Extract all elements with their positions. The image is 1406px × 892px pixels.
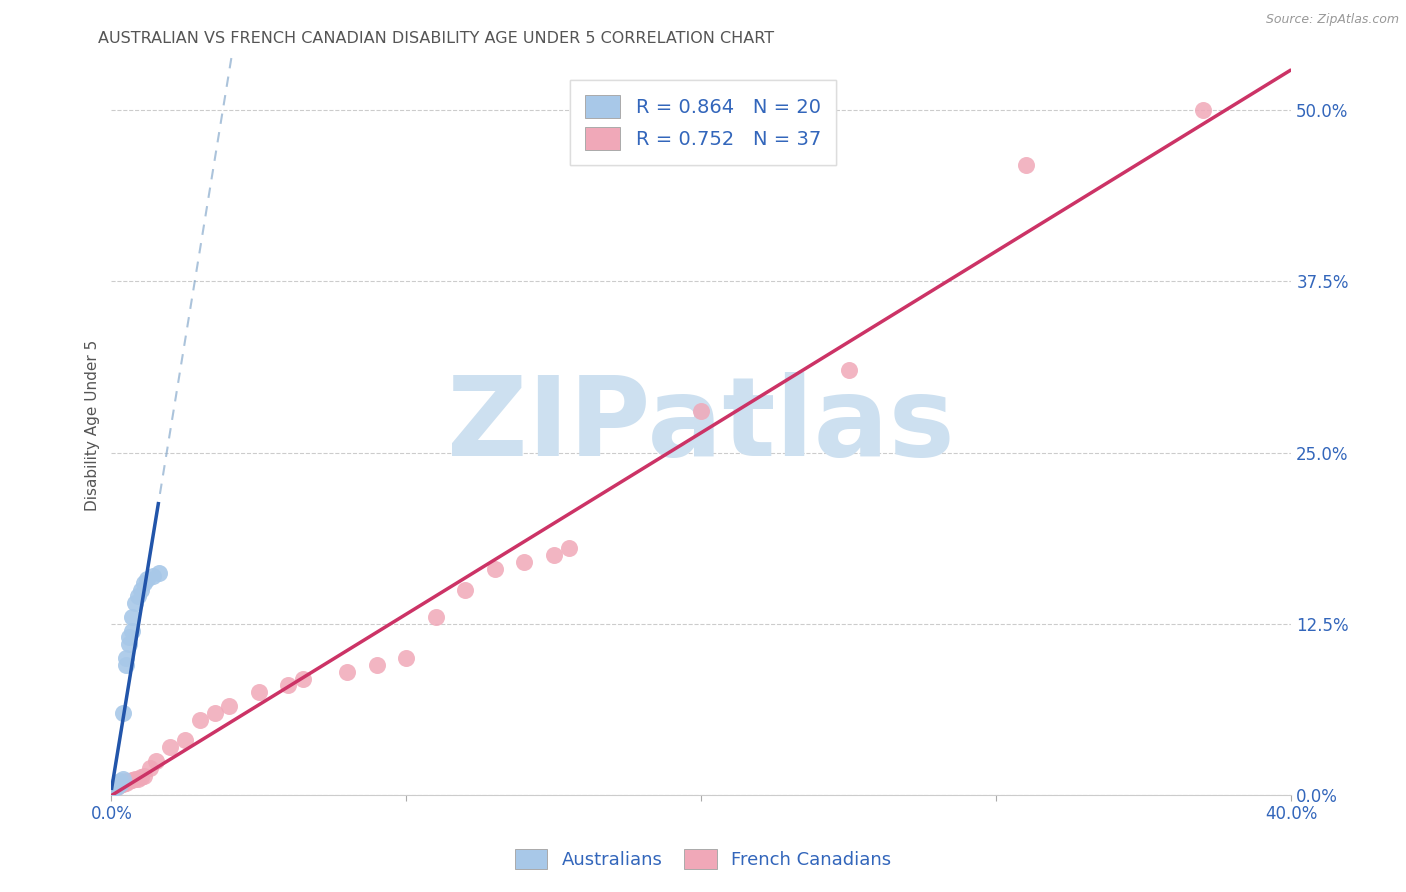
Point [118,637,141,651]
Point [277,678,299,692]
Point [103,781,125,796]
Point [115,774,138,789]
Point [557,541,579,556]
Point [115,651,138,665]
Point [159,740,181,755]
Point [543,549,565,563]
Text: AUSTRALIAN VS FRENCH CANADIAN DISABILITY AGE UNDER 5 CORRELATION CHART: AUSTRALIAN VS FRENCH CANADIAN DISABILITY… [98,31,775,46]
Point [112,777,135,791]
Point [454,582,477,597]
Point [1015,158,1038,172]
Point [121,772,143,787]
Point [132,575,155,590]
Point [145,754,167,768]
Point [112,776,135,790]
Point [118,774,141,789]
Point [105,780,128,794]
Point [129,582,152,597]
Point [336,665,359,679]
Point [292,672,315,686]
Point [1192,103,1215,117]
Point [110,777,132,791]
Point [690,404,713,418]
Point [121,610,143,624]
Point [139,761,162,775]
Point [105,780,128,794]
Legend: Australians, French Canadians: Australians, French Canadians [506,839,900,879]
Text: ZIPatlas: ZIPatlas [447,372,955,479]
Point [121,624,143,638]
Point [115,776,138,790]
Point [103,781,125,796]
Point [112,772,135,786]
Point [127,772,149,786]
Text: Source: ZipAtlas.com: Source: ZipAtlas.com [1265,13,1399,27]
Point [513,555,536,569]
Point [127,590,149,604]
Point [395,651,418,665]
Point [366,657,388,672]
Point [247,685,270,699]
Point [148,566,170,580]
Point [129,770,152,784]
Point [132,769,155,783]
Point [112,706,135,720]
Point [110,779,132,793]
Point [188,713,211,727]
Legend: R = 0.864   N = 20, R = 0.752   N = 37: R = 0.864 N = 20, R = 0.752 N = 37 [569,79,837,165]
Point [115,657,138,672]
Point [204,706,226,720]
Point [110,774,132,789]
Point [838,363,860,377]
Point [135,572,157,586]
Point [142,569,165,583]
Point [105,779,128,793]
Point [124,772,146,786]
Point [124,596,146,610]
Point [425,610,447,624]
Point [218,698,240,713]
Y-axis label: Disability Age Under 5: Disability Age Under 5 [86,340,100,511]
Point [174,733,197,747]
Point [484,562,506,576]
Point [118,631,141,645]
Point [110,777,132,791]
